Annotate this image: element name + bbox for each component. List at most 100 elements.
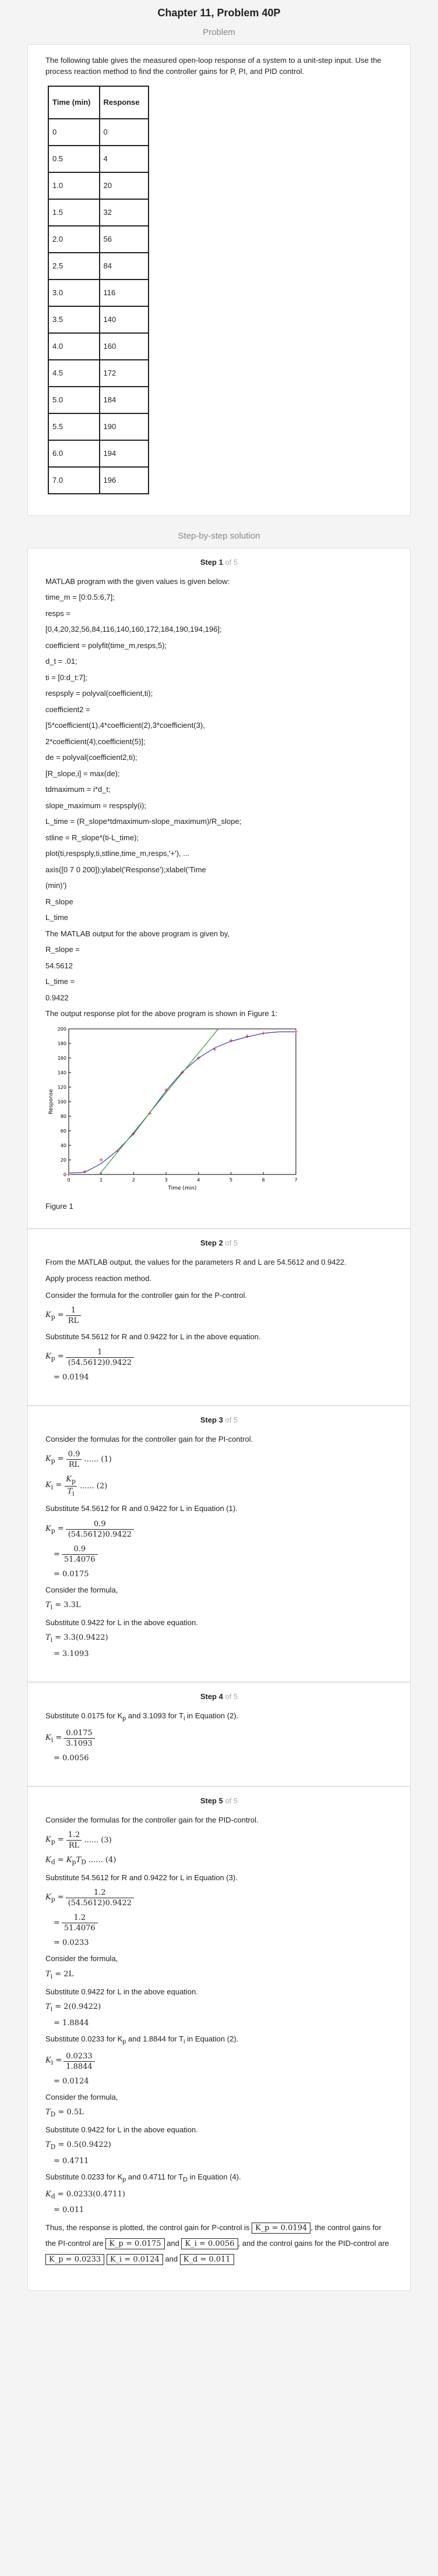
table-cell-time: 2.0 <box>48 225 100 253</box>
pid-td-sub: TD = 0.5(0.9422) <box>45 2140 111 2151</box>
step-4: Step 4 of 5 Substitute 0.0175 for Kp and… <box>27 1682 411 1786</box>
step1-line: [R_slope,i] = max(de); <box>45 769 120 778</box>
step1-line: ti = [0:d_t:7]; <box>45 673 87 682</box>
answer-box-pi-kp: K_p = 0.0175 <box>105 2238 165 2250</box>
step2-line3: Consider the formula for the controller … <box>45 1290 248 1300</box>
table-row: 6.0 194 <box>48 439 149 468</box>
step1-line: (min)') <box>45 881 67 890</box>
y-tick-label: 180 <box>58 1041 66 1046</box>
answer-box-pid-ki: K_i = 0.0124 <box>106 2254 163 2266</box>
step1-line: 0.9422 <box>45 993 69 1002</box>
table-header-time: Time (min) <box>48 85 100 119</box>
table-cell-response: 172 <box>98 359 149 387</box>
y-axis-label: Response <box>48 1089 54 1114</box>
table-cell-time: 2.5 <box>48 252 100 280</box>
answer-box-pid-kd: K_d = 0.011 <box>179 2254 234 2266</box>
step5-line8: Substitute 0.0233 for Kp and 0.4711 for … <box>45 2172 241 2184</box>
step-1: Step 1 of 5 MATLAB program with the give… <box>27 547 411 1229</box>
pi-kp-sub2: = 0.9 51.4076 <box>54 1545 393 1564</box>
problem-text: The following table gives the measured o… <box>45 56 382 76</box>
step1-line: R_slope = <box>45 945 80 954</box>
pi-ti-sub: Ti = 3.3(0.9422) <box>45 1633 108 1644</box>
step-1-header: Step 1 of 5 <box>200 557 238 567</box>
step-3-header: Step 3 of 5 <box>200 1415 238 1424</box>
pi-ti-result: = 3.1093 <box>54 1650 89 1659</box>
y-tick-label: 140 <box>58 1070 66 1075</box>
x-axis-label: Time (min) <box>168 1186 197 1191</box>
table-cell-time: 0 <box>48 118 100 146</box>
step5-line6: Consider the formula, <box>45 2092 118 2101</box>
pi-formula-2: Ki = Kp Ti ...... (2) <box>45 1475 108 1498</box>
pid-kp-result: = 0.0233 <box>54 1938 89 1948</box>
pid-kd-result: = 0.011 <box>54 2206 84 2215</box>
tangent-line <box>99 1028 218 1175</box>
step5-line1: Consider the formulas for the controller… <box>45 1815 259 1824</box>
table-cell-time: 4.0 <box>48 332 100 360</box>
data-point-marker <box>99 1158 103 1162</box>
x-tick-label: 2 <box>132 1177 135 1183</box>
table-cell-response: 84 <box>98 252 149 280</box>
step2-line2: Apply process reaction method. <box>45 1274 152 1283</box>
step5-line4: Substitute 0.9422 for L in the above equ… <box>45 1987 198 1996</box>
page-title: Chapter 11, Problem 40P <box>157 7 281 19</box>
pi-ki-sub: Ki = 0.0175 3.1093 <box>45 1729 393 1748</box>
table-cell-time: 6.0 <box>48 439 100 468</box>
table-cell-response: 194 <box>98 439 149 468</box>
pid-td-result: = 0.4711 <box>54 2156 89 2165</box>
pid-formula-3: Kp = 1.2 RL ...... (3) <box>45 1831 112 1850</box>
answer-box-pi-ki: K_i = 0.0056 <box>181 2238 238 2250</box>
table-row: 3.5 140 <box>48 305 149 334</box>
data-point-marker <box>229 1038 233 1042</box>
step1-line: L_time <box>45 913 69 922</box>
step-2-header: Step 2 of 5 <box>200 1238 238 1247</box>
step4-line1: Substitute 0.0175 for Kp and 3.1093 for … <box>45 1711 239 1722</box>
step1-line: de = polyval(coefficient2,ti); <box>45 753 137 762</box>
table-cell-response: 196 <box>98 466 149 494</box>
pid-ti-sub: Ti = 2(0.9422) <box>45 2002 101 2013</box>
y-tick-label: 20 <box>61 1158 66 1163</box>
step1-line: L_time = (R_slope*tdmaximum-slope_maximu… <box>45 817 242 826</box>
table-cell-time: 3.0 <box>48 278 100 307</box>
table-row: 1.0 20 <box>48 171 149 200</box>
x-tick-label: 1 <box>100 1177 103 1183</box>
x-tick-label: 7 <box>294 1177 297 1183</box>
table-row: 4.0 160 <box>48 332 149 360</box>
table-cell-time: 3.5 <box>48 305 100 334</box>
table-cell-response: 4 <box>98 144 149 173</box>
response-table: Time (min) Response 0 0 0.5 4 1.0 20 1.5 32 2.0 5… <box>48 85 149 494</box>
p-control-result: = 0.0194 <box>54 1372 89 1382</box>
table-cell-response: 32 <box>98 198 149 227</box>
data-point-marker <box>196 1056 200 1060</box>
step1-line: coefficient = polyfit(time_m,resps,5); <box>45 641 167 650</box>
step1-line: d_t = .01; <box>45 657 77 666</box>
step1-line: plot(ti,respsply,ti,stline,time_m,resps,… <box>45 849 190 858</box>
step3-line2: Substitute 54.5612 for R and 0.9422 for … <box>45 1504 238 1513</box>
step1-line: time_m = [0:0.5:6,7]; <box>45 593 115 602</box>
data-point-marker <box>148 1111 152 1115</box>
step5-line3: Consider the formula, <box>45 1954 118 1963</box>
step1-line: [0,4,20,32,56,84,116,140,160,172,184,190… <box>45 625 222 634</box>
data-point-marker <box>115 1149 119 1153</box>
x-tick-label: 5 <box>229 1177 232 1183</box>
step1-line: MATLAB program with the given values is … <box>45 576 230 586</box>
problem-label: Problem <box>203 27 235 37</box>
pid-kp-sub2: = 1.2 51.4076 <box>54 1913 393 1933</box>
step3-line4: Substitute 0.9422 for L in the above equ… <box>45 1618 198 1627</box>
answer-box-p-kp: K_p = 0.0194 <box>252 2223 311 2234</box>
step2-line1: From the MATLAB output, the values for t… <box>45 1257 347 1266</box>
data-point-marker <box>132 1131 136 1135</box>
pid-td-formula: TD = 0.5L <box>45 2108 84 2118</box>
table-cell-response: 140 <box>98 305 149 334</box>
pid-kd-sub: Kd = 0.0233(0.4711) <box>45 2189 125 2200</box>
table-row: 2.5 84 <box>48 252 149 280</box>
data-point-marker <box>83 1169 87 1173</box>
step1-line: respsply = polyval(coefficient,ti); <box>45 689 153 698</box>
pi-kp-result: = 0.0175 <box>54 1569 89 1579</box>
step2-line4: Substitute 54.5612 for R and 0.9422 for … <box>45 1332 261 1342</box>
pid-ti-formula: Ti = 2L <box>45 1969 74 1980</box>
x-tick-label: 6 <box>262 1177 265 1183</box>
step1-line: axis([0 7 0 200]);ylabel('Response');xla… <box>45 865 206 874</box>
step3-line1: Consider the formulas for the controller… <box>45 1434 253 1443</box>
step1-line: 2*coefficient(4),coefficient(5)]; <box>45 737 146 746</box>
table-cell-response: 20 <box>98 171 149 200</box>
